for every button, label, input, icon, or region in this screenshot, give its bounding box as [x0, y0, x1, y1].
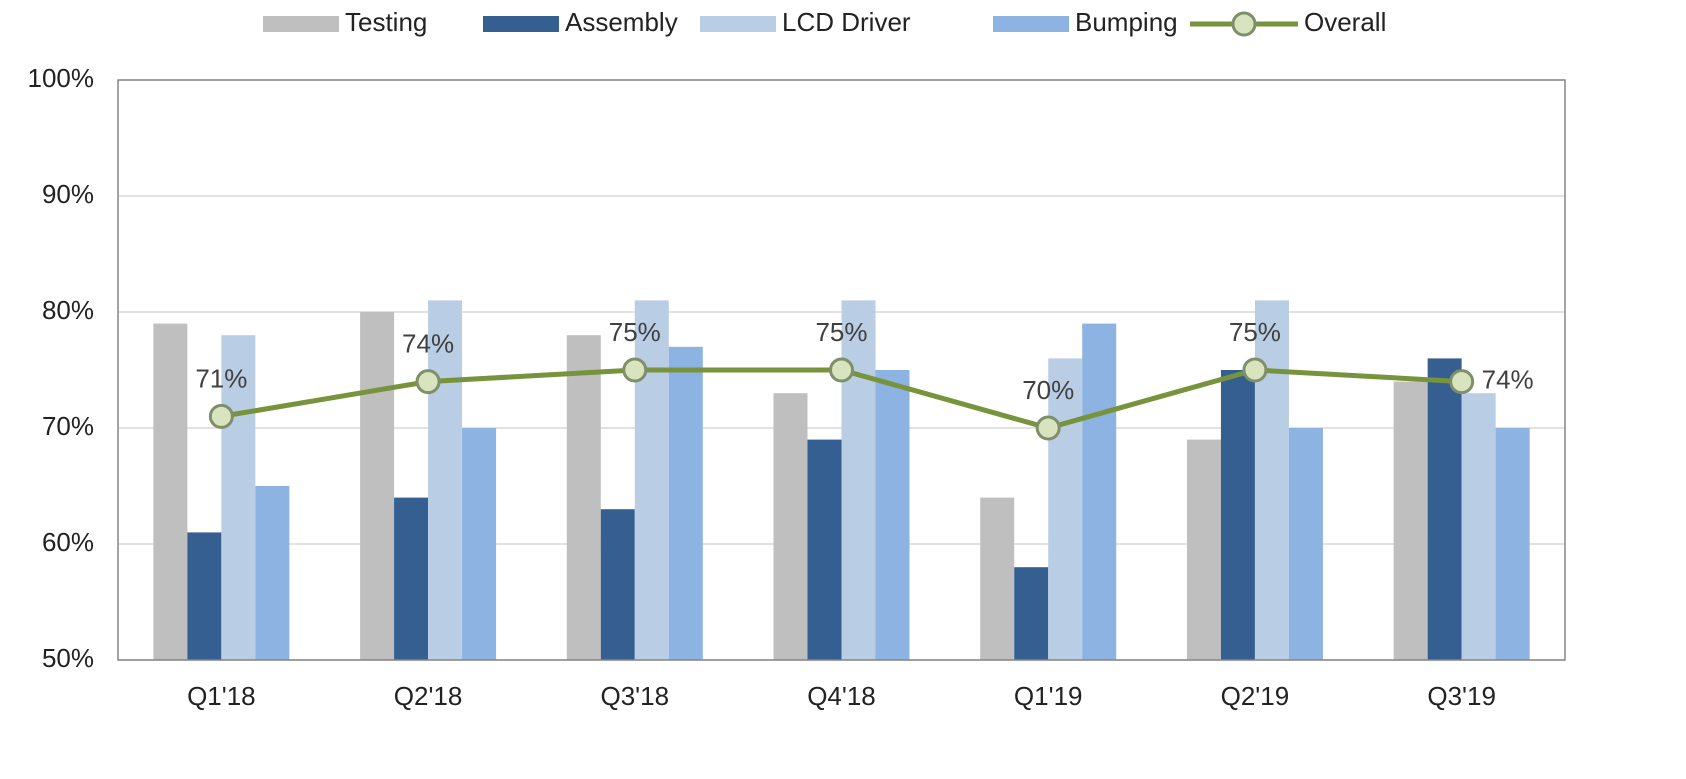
legend-swatch: [483, 16, 559, 32]
bar: [807, 439, 842, 660]
data-label: 71%: [195, 363, 247, 393]
y-tick-label: 70%: [42, 411, 94, 441]
legend-swatch: [993, 16, 1069, 32]
y-tick-label: 90%: [42, 179, 94, 209]
bar: [1082, 323, 1117, 660]
bar: [394, 497, 429, 660]
bar: [668, 346, 703, 660]
x-tick-label: Q2'18: [394, 681, 463, 711]
line-marker: [1035, 415, 1061, 441]
bars: [153, 300, 1530, 660]
bar: [1048, 358, 1083, 660]
legend-label: Overall: [1304, 7, 1386, 37]
x-tick-label: Q3'18: [600, 681, 669, 711]
x-tick-label: Q4'18: [807, 681, 876, 711]
data-label: 75%: [1229, 317, 1281, 347]
x-tick-label: Q1'18: [187, 681, 256, 711]
y-tick-label: 50%: [42, 643, 94, 673]
bar: [428, 300, 463, 660]
legend-swatch: [700, 16, 776, 32]
y-tick-label: 80%: [42, 295, 94, 325]
axes: 50% 60% 70% 80% 90% 100% Q1'18 Q2'18 Q3'18 Q4'18 Q…: [28, 63, 1496, 711]
bar: [1393, 381, 1428, 660]
bar: [1495, 428, 1530, 660]
bar: [566, 335, 601, 660]
x-tick-label: Q2'19: [1221, 681, 1290, 711]
legend-swatch: [263, 16, 339, 32]
data-label: 74%: [402, 328, 454, 358]
bar: [773, 393, 808, 660]
bar: [1254, 300, 1289, 660]
line-marker: [829, 357, 854, 383]
bar: [360, 312, 395, 660]
legend-marker: [1231, 11, 1257, 37]
bar: [255, 486, 290, 660]
bar: [875, 370, 910, 660]
legend-label: Assembly: [565, 7, 678, 37]
bar: [841, 300, 876, 660]
line-marker: [1449, 369, 1475, 395]
data-label: 74%: [1482, 364, 1534, 394]
data-label: 70%: [1022, 375, 1074, 405]
data-label: 75%: [609, 317, 661, 347]
legend-label: Testing: [345, 7, 427, 37]
bar: [1427, 358, 1462, 660]
x-tick-label: Q3'19: [1427, 681, 1496, 711]
y-tick-label: 100%: [28, 63, 95, 93]
data-label: 75%: [815, 317, 867, 347]
legend-label: LCD Driver: [782, 7, 911, 37]
bar: [1014, 567, 1049, 660]
bar: [600, 509, 635, 660]
legend: Testing Assembly LCD Driver Bumping Overall: [263, 7, 1386, 37]
bar: [187, 532, 222, 660]
line-marker: [622, 357, 648, 383]
bar: [221, 335, 256, 660]
x-tick-label: Q1'19: [1014, 681, 1083, 711]
line-marker: [415, 369, 441, 395]
bar: [153, 323, 188, 660]
bar: [1461, 393, 1496, 660]
bar: [1186, 439, 1221, 660]
line-layer: 71% 74% 75% 75% 70% 75% 74%: [195, 317, 1534, 441]
y-tick-label: 60%: [42, 527, 94, 557]
bar: [980, 497, 1015, 660]
bar: [1220, 370, 1255, 660]
line-marker: [208, 403, 234, 429]
bar: [1288, 428, 1323, 660]
bar: [462, 428, 497, 660]
line-marker: [1242, 357, 1268, 383]
bar: [634, 300, 669, 660]
plot-frame: [117, 79, 1566, 661]
legend-label: Bumping: [1075, 7, 1178, 37]
